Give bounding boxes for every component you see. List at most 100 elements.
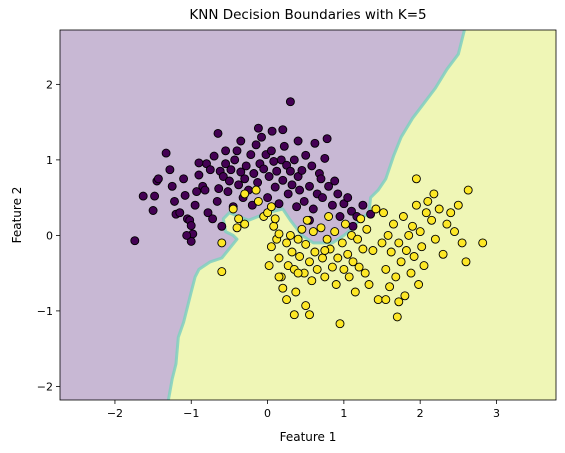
data-point-class-1 bbox=[282, 238, 292, 248]
data-point-class-1 bbox=[411, 174, 421, 184]
data-point-class-1 bbox=[295, 252, 305, 261]
plot-frame bbox=[59, 29, 557, 401]
data-point-class-1 bbox=[373, 295, 383, 305]
data-point-class-1 bbox=[217, 267, 227, 277]
data-point-class-1 bbox=[270, 214, 280, 224]
data-point-class-0 bbox=[330, 176, 340, 186]
data-point-class-1 bbox=[278, 283, 288, 293]
data-point-class-1 bbox=[266, 202, 276, 212]
data-point-class-0 bbox=[213, 128, 223, 138]
data-point-class-1 bbox=[389, 219, 398, 229]
data-point-class-1 bbox=[331, 280, 341, 289]
data-point-class-0 bbox=[347, 206, 356, 216]
data-point-class-1 bbox=[240, 189, 250, 199]
data-point-class-1 bbox=[434, 204, 444, 214]
data-point-class-1 bbox=[305, 257, 314, 267]
data-point-class-1 bbox=[419, 261, 429, 271]
data-point-class-0 bbox=[226, 165, 236, 175]
data-point-class-0 bbox=[305, 181, 314, 191]
data-point-class-1 bbox=[430, 234, 440, 244]
data-point-class-1 bbox=[307, 276, 317, 286]
data-point-class-0 bbox=[138, 191, 148, 201]
data-point-class-0 bbox=[278, 175, 288, 185]
data-point-class-0 bbox=[316, 174, 326, 184]
data-point-class-0 bbox=[221, 159, 231, 169]
data-point-class-1 bbox=[408, 221, 417, 231]
data-point-class-0 bbox=[180, 190, 190, 200]
decision-region-class-0 bbox=[60, 30, 465, 400]
data-point-class-1 bbox=[379, 208, 388, 218]
data-point-class-1 bbox=[337, 238, 347, 248]
data-point-class-0 bbox=[272, 166, 282, 176]
data-point-class-0 bbox=[279, 141, 289, 151]
data-point-class-0 bbox=[327, 200, 337, 210]
data-point-class-1 bbox=[411, 200, 421, 210]
data-point-class-0 bbox=[253, 123, 263, 133]
data-point-class-0 bbox=[214, 184, 224, 194]
decision-boundary-line bbox=[166, 30, 466, 400]
data-point-class-1 bbox=[274, 229, 284, 239]
data-point-class-1 bbox=[320, 246, 330, 255]
y-axis-label: Feature 2 bbox=[10, 187, 24, 244]
data-point-class-0 bbox=[186, 221, 196, 231]
data-point-class-0 bbox=[278, 125, 288, 135]
data-point-class-0 bbox=[175, 208, 185, 218]
data-point-class-0 bbox=[269, 156, 279, 166]
data-point-class-0 bbox=[267, 126, 277, 136]
y-tick-label: 1 bbox=[46, 154, 53, 167]
data-point-class-1 bbox=[285, 230, 295, 240]
x-axis-label: Feature 1 bbox=[280, 430, 337, 444]
data-point-class-1 bbox=[240, 219, 250, 229]
x-tick-label: −2 bbox=[107, 407, 123, 420]
data-point-class-1 bbox=[461, 257, 471, 267]
plot-area bbox=[59, 29, 557, 401]
data-points bbox=[130, 97, 488, 329]
data-point-class-1 bbox=[392, 312, 402, 322]
data-point-class-0 bbox=[266, 146, 276, 156]
data-point-class-0 bbox=[366, 209, 376, 219]
data-point-class-0 bbox=[358, 200, 368, 210]
data-point-class-0 bbox=[223, 187, 233, 197]
data-point-class-1 bbox=[400, 291, 410, 301]
data-point-class-1 bbox=[406, 268, 416, 278]
data-point-class-0 bbox=[276, 155, 286, 165]
data-point-class-0 bbox=[190, 200, 200, 210]
data-point-class-0 bbox=[234, 180, 244, 190]
data-point-class-1 bbox=[453, 200, 463, 210]
data-point-class-1 bbox=[394, 297, 404, 307]
data-point-class-0 bbox=[232, 146, 242, 156]
data-point-class-1 bbox=[293, 234, 303, 244]
data-point-class-0 bbox=[236, 136, 246, 146]
data-point-class-1 bbox=[438, 249, 448, 259]
data-point-class-1 bbox=[266, 242, 276, 252]
data-point-class-0 bbox=[274, 199, 284, 209]
data-point-class-0 bbox=[293, 136, 303, 146]
data-point-class-1 bbox=[274, 272, 284, 282]
x-tick-label: 3 bbox=[493, 407, 500, 420]
data-point-class-1 bbox=[320, 272, 330, 282]
data-point-class-0 bbox=[241, 161, 251, 171]
data-point-class-1 bbox=[381, 295, 391, 305]
data-point-class-0 bbox=[221, 146, 231, 156]
data-point-class-0 bbox=[301, 150, 311, 160]
data-point-class-0 bbox=[324, 181, 334, 191]
data-point-class-1 bbox=[335, 319, 345, 329]
data-point-class-0 bbox=[249, 169, 259, 178]
data-point-class-0 bbox=[348, 221, 358, 231]
data-point-class-1 bbox=[301, 239, 311, 249]
data-point-class-1 bbox=[232, 223, 242, 233]
data-point-class-0 bbox=[230, 155, 240, 165]
decision-regions bbox=[60, 30, 556, 400]
decision-region-class-1 bbox=[168, 30, 556, 400]
data-point-class-1 bbox=[293, 268, 303, 278]
data-point-class-0 bbox=[203, 208, 213, 218]
data-point-class-0 bbox=[297, 165, 307, 175]
data-point-class-1 bbox=[446, 208, 456, 218]
data-point-class-1 bbox=[427, 215, 437, 225]
data-point-class-0 bbox=[322, 134, 332, 144]
data-point-class-0 bbox=[289, 155, 299, 165]
data-point-class-0 bbox=[192, 187, 202, 197]
data-point-class-0 bbox=[287, 180, 297, 190]
data-point-class-1 bbox=[353, 234, 363, 244]
